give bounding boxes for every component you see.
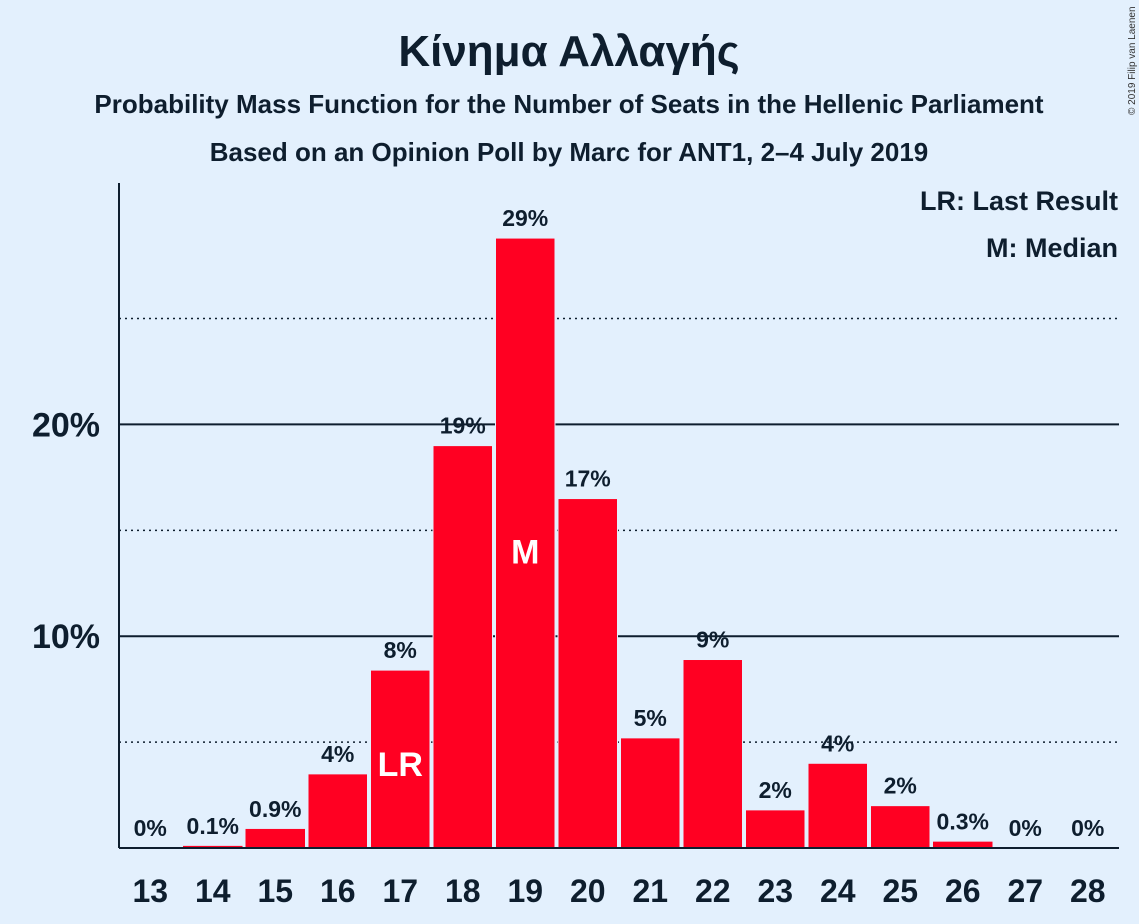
data-label-26: 0.3% [937, 809, 989, 835]
x-tick-label-15: 15 [257, 873, 293, 909]
copyright-text: © 2019 Filip van Laenen [1127, 6, 1138, 115]
x-tick-label-17: 17 [382, 873, 418, 909]
x-tick-label-14: 14 [195, 873, 231, 909]
x-axis-ticks: 13 14 15 16 17 18 19 20 21 22 23 24 25 26 27 28 [132, 873, 1105, 909]
data-label-18: 19% [440, 413, 486, 439]
x-tick-label-18: 18 [445, 873, 481, 909]
x-tick-label-26: 26 [945, 873, 981, 909]
bar-15 [245, 828, 305, 848]
x-tick-label-21: 21 [632, 873, 668, 909]
x-tick-label-16: 16 [320, 873, 356, 909]
data-label-20: 17% [565, 466, 611, 492]
bars [183, 237, 993, 849]
x-tick-label-28: 28 [1070, 873, 1106, 909]
chart-subtitle-1: Probability Mass Function for the Number… [94, 89, 1044, 119]
chart-title: Κίνημα Αλλαγής [398, 27, 739, 76]
marker-lr: LR [378, 746, 423, 784]
data-label-17: 8% [384, 637, 417, 663]
data-label-21: 5% [634, 705, 667, 731]
y-tick-label: 20% [32, 406, 100, 444]
bar-17 [370, 669, 431, 849]
bar-19 [495, 237, 556, 849]
data-label-16: 4% [321, 741, 354, 767]
x-tick-label-24: 24 [820, 873, 856, 909]
data-label-22: 9% [696, 627, 729, 653]
data-label-23: 2% [759, 777, 792, 803]
data-label-27: 0% [1009, 815, 1042, 841]
data-labels: 0% 0.1% 0.9% 4% 8% 19% 29% 17% 5% 9% 2% 4% 2% 0.3% 0% 0… [134, 205, 1105, 841]
data-label-25: 2% [884, 773, 917, 799]
data-label-19: 29% [502, 205, 548, 231]
marker-m: M [511, 534, 539, 572]
bar-18 [432, 445, 493, 849]
x-tick-label-13: 13 [132, 873, 168, 909]
legend-median: M: Median [986, 233, 1118, 263]
bar-14 [183, 845, 243, 848]
y-tick-label: 10% [32, 618, 100, 656]
data-label-13: 0% [134, 815, 167, 841]
data-label-28: 0% [1071, 815, 1104, 841]
bar-20 [557, 498, 618, 849]
gridlines [119, 317, 1119, 743]
x-tick-label-27: 27 [1007, 873, 1043, 909]
data-label-24: 4% [821, 730, 854, 756]
x-tick-label-25: 25 [882, 873, 918, 909]
bar-markers: LR M [378, 534, 540, 784]
bar-24 [807, 762, 868, 849]
data-label-15: 0.9% [249, 796, 301, 822]
bar-16 [307, 773, 368, 849]
x-tick-label-20: 20 [570, 873, 606, 909]
y-axis-ticks: 10% 20% [32, 406, 100, 656]
data-label-14: 0.1% [187, 813, 239, 839]
x-tick-label-23: 23 [757, 873, 793, 909]
bar-23 [745, 809, 806, 849]
bar-26 [933, 841, 993, 848]
x-tick-label-19: 19 [507, 873, 543, 909]
bar-25 [870, 805, 931, 849]
bar-21 [620, 737, 681, 849]
chart-subtitle-2: Based on an Opinion Poll by Marc for ANT… [210, 137, 929, 167]
x-tick-label-22: 22 [695, 873, 731, 909]
legend-last-result: LR: Last Result [920, 186, 1118, 216]
bar-22 [682, 659, 743, 849]
